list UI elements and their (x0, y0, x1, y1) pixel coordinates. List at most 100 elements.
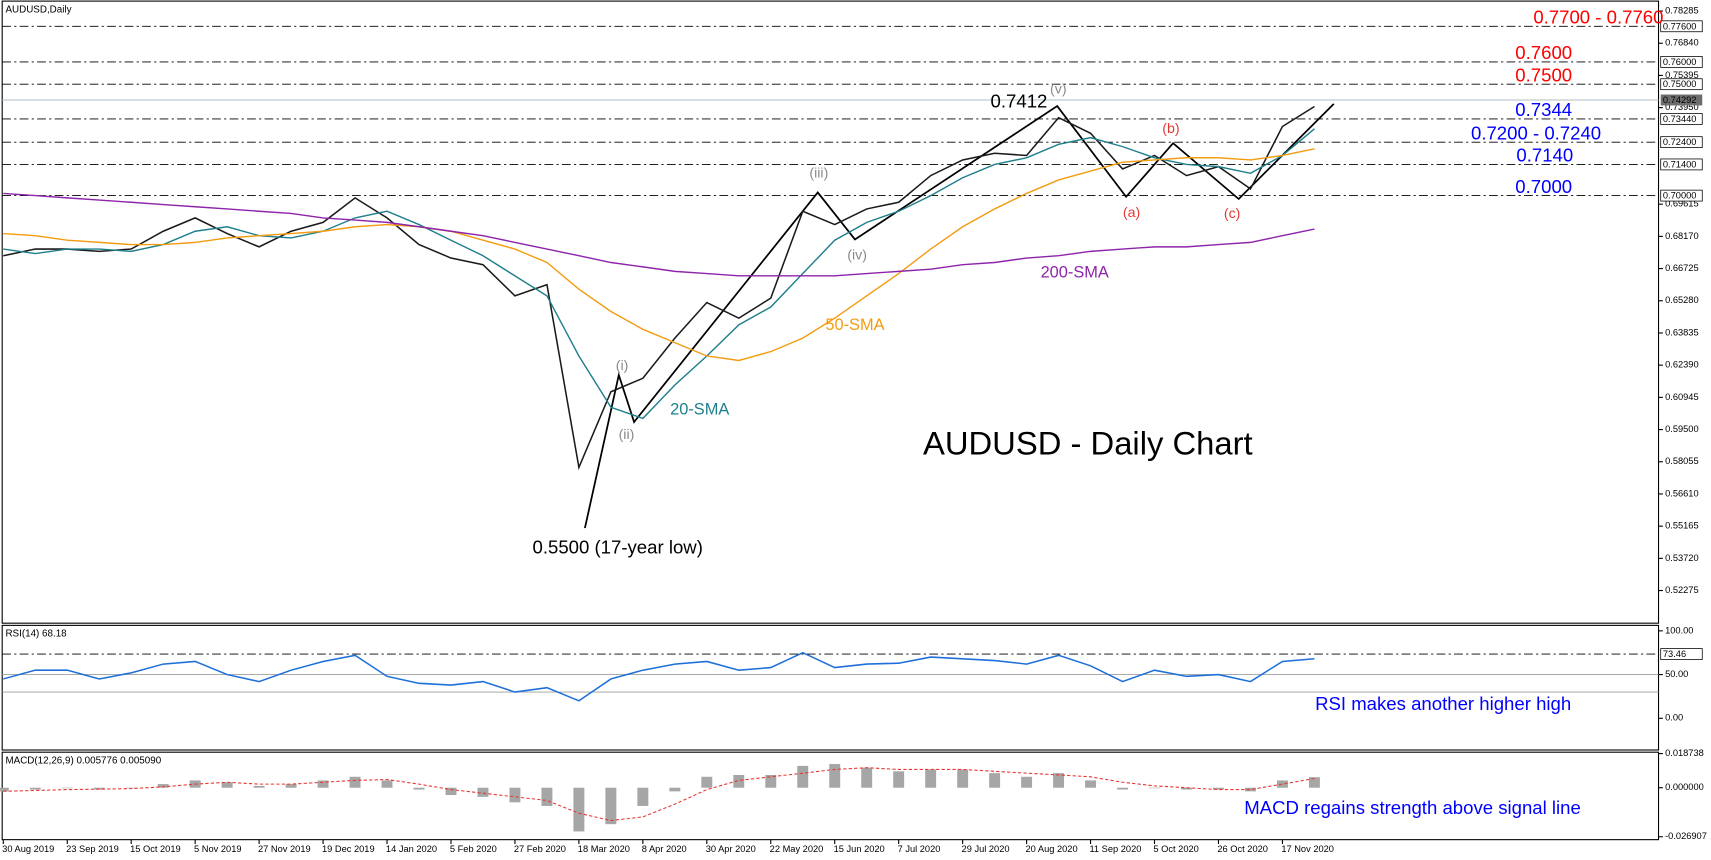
level-box (1660, 113, 1703, 125)
wave-label: (c) (1224, 206, 1241, 222)
panel-label: AUDUSD,Daily (5, 4, 71, 15)
y-tick-label: 0.63835 (1665, 327, 1699, 337)
wave-count (584, 103, 1335, 529)
level-label: 0.77600 (1663, 21, 1697, 31)
price-note: 0.5500 (17-year low) (533, 537, 703, 558)
y-tick-label: 0.62390 (1665, 360, 1699, 370)
y-tick-label: 100.00 (1665, 625, 1693, 635)
histogram-bar (61, 787, 73, 789)
x-tick-label: 14 Jan 2020 (386, 844, 437, 854)
level-label: 0.72400 (1663, 137, 1697, 147)
x-tick-label: 15 Jun 2020 (834, 844, 885, 854)
level-box (1660, 20, 1703, 33)
histogram-bar (1213, 787, 1224, 790)
y-tick-label: 0.65280 (1665, 295, 1699, 305)
y-tick-label: 0.78285 (1665, 5, 1699, 15)
histogram-bar (1308, 777, 1320, 788)
histogram-bar (1276, 780, 1288, 788)
level-box (1660, 136, 1703, 148)
rsi-panel (1, 624, 1660, 751)
y-tick-label: 0.68170 (1665, 231, 1699, 241)
series-line (3, 128, 1315, 420)
histogram-bar (1021, 776, 1033, 788)
histogram-bar (221, 782, 233, 788)
histogram-bar (765, 774, 777, 788)
histogram-bar (989, 773, 1001, 788)
macd-panel (1, 751, 1660, 841)
histogram-bar (829, 764, 841, 788)
level-label: 0.70000 (1663, 191, 1697, 201)
histogram-bar (445, 787, 457, 796)
histogram-bar (285, 784, 297, 788)
histogram-bar (701, 776, 713, 788)
signal-line (3, 767, 1315, 822)
histogram-bar (1244, 787, 1256, 792)
histogram-bar (1085, 780, 1097, 788)
current-price-label: 0.74292 (1663, 95, 1697, 105)
x-tick-label: 18 Mar 2020 (578, 844, 630, 854)
wave-label: (b) (1162, 121, 1179, 137)
level-label: 0.75000 (1663, 79, 1697, 89)
y-tick-label: 0.018738 (1665, 748, 1704, 758)
y-tick-label: 0.73950 (1665, 102, 1699, 112)
histogram-bar (1117, 787, 1129, 790)
histogram-bar (29, 787, 41, 790)
level-label: 0.73440 (1663, 114, 1697, 124)
x-tick-label: 29 Jul 2020 (962, 844, 1010, 854)
level-box (1660, 158, 1703, 171)
histogram-bar (733, 774, 745, 788)
level-annotation: 0.7500 (1515, 64, 1572, 85)
histogram-bar (157, 784, 169, 788)
histogram-bar (477, 787, 489, 797)
y-tick-label: 0.00 (1665, 713, 1683, 723)
x-tick-label: 7 Jul 2020 (898, 844, 941, 854)
series-label: 50-SMA (825, 316, 884, 334)
y-tick-label: 0.66725 (1665, 263, 1699, 273)
histogram-bar (797, 765, 809, 788)
histogram-bar (349, 776, 361, 788)
wave-label: (iii) (809, 166, 828, 182)
wave-label: (iv) (847, 248, 867, 264)
histogram-bar (605, 787, 617, 825)
x-tick-label: 5 Nov 2019 (194, 844, 241, 854)
series-label: 20-SMA (670, 400, 729, 418)
x-tick-label: 20 Aug 2020 (1026, 844, 1078, 854)
x-tick-label: 15 Oct 2019 (130, 844, 181, 854)
x-tick-label: 5 Feb 2020 (450, 844, 497, 854)
histogram-bar (957, 769, 969, 788)
x-tick-label: 27 Nov 2019 (258, 844, 311, 854)
y-tick-label: 0.53720 (1665, 553, 1699, 563)
y-tick-label: 0.76840 (1665, 38, 1699, 48)
series-line (3, 192, 1315, 277)
histogram-bar (925, 769, 937, 788)
histogram-bar (0, 787, 9, 792)
histogram-bar (317, 780, 329, 788)
series-line (3, 148, 1315, 362)
histogram-bar (125, 787, 137, 789)
x-tick-label: 26 Oct 2020 (1217, 844, 1268, 854)
level-label: 0.71400 (1663, 159, 1697, 169)
wave-label: (i) (616, 358, 629, 374)
y-tick-label: -0.026907 (1665, 831, 1707, 841)
panel-label: RSI(14) 68.18 (5, 629, 67, 640)
level-annotation: 0.7140 (1516, 145, 1573, 166)
level-label: 0.76000 (1663, 57, 1697, 67)
y-tick-label: 0.52275 (1665, 585, 1699, 595)
level-box (1660, 648, 1703, 660)
wave-label: (v) (1050, 81, 1067, 97)
level-annotation: 0.7700 - 0.7760 (1533, 7, 1663, 28)
y-tick-label: 0.75395 (1665, 70, 1699, 80)
level-box (1660, 78, 1703, 91)
histogram-bar (509, 787, 521, 803)
series-line (3, 651, 1315, 702)
level-annotation: 0.7600 (1515, 42, 1572, 63)
histogram-bar (669, 787, 681, 792)
series-line (3, 105, 1315, 471)
histogram-bar (1053, 773, 1065, 788)
price-note: 0.7412 (991, 91, 1048, 112)
wave-label: (a) (1123, 205, 1140, 221)
histogram-bar (1149, 787, 1160, 789)
level-annotation: 0.7000 (1515, 176, 1572, 197)
x-tick-label: 30 Aug 2019 (2, 844, 54, 854)
